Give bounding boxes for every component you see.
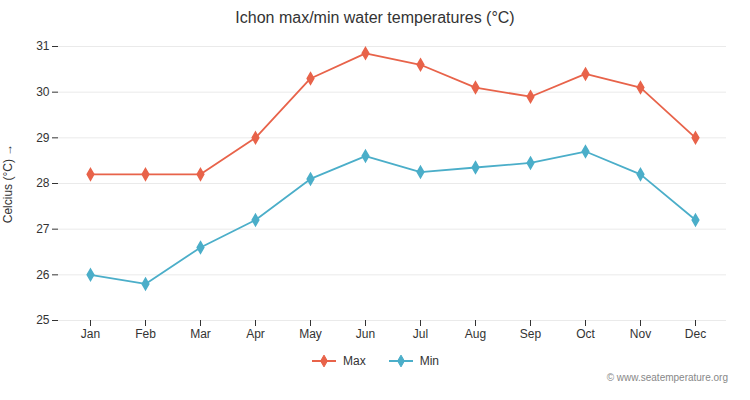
svg-text:Feb: Feb [135, 327, 156, 341]
svg-text:Jul: Jul [413, 327, 428, 341]
svg-text:Celcius (°C) →: Celcius (°C) → [1, 144, 15, 223]
html-text:Ichon max/min water temperatur: Ichon max/min water temperatures (°C) [235, 9, 515, 26]
svg-text:31: 31 [36, 39, 50, 53]
svg-text:Jan: Jan [81, 327, 100, 341]
html-text:© www.seatemperature.org: © www.seatemperature.org [606, 372, 728, 383]
html-text:Max: Max [343, 354, 366, 368]
svg-text:Aug: Aug [465, 327, 486, 341]
svg-text:29: 29 [36, 131, 50, 145]
svg-text:Dec: Dec [685, 327, 706, 341]
svg-text:26: 26 [36, 268, 50, 282]
svg-text:27: 27 [36, 222, 50, 236]
svg-text:Jun: Jun [356, 327, 375, 341]
svg-text:30: 30 [36, 85, 50, 99]
svg-text:Mar: Mar [190, 327, 211, 341]
svg-text:Nov: Nov [630, 327, 651, 341]
svg-text:25: 25 [36, 313, 50, 327]
svg-text:Apr: Apr [246, 327, 265, 341]
svg-text:May: May [299, 327, 322, 341]
html-text:Min: Min [419, 354, 439, 368]
svg-text:28: 28 [36, 176, 50, 190]
svg-text:Sep: Sep [520, 327, 542, 341]
svg-text:Oct: Oct [576, 327, 595, 341]
